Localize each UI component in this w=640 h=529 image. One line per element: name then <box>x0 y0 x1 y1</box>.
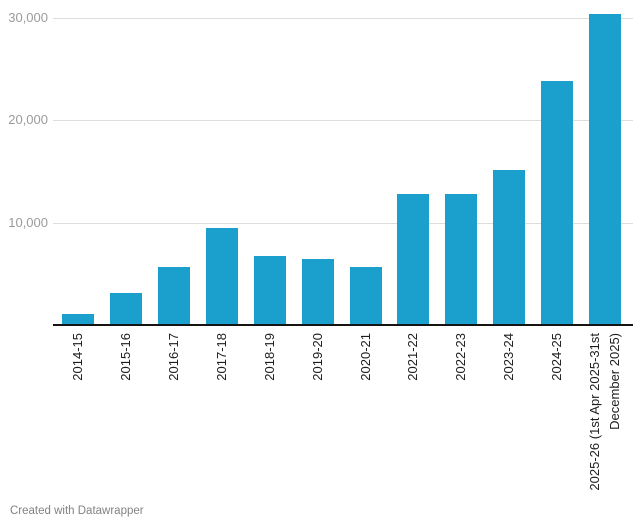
bar-4[interactable] <box>253 256 286 325</box>
bar-6[interactable] <box>349 266 382 325</box>
gridline-10000 <box>53 222 633 224</box>
bar-3[interactable] <box>205 227 238 325</box>
bar-5[interactable] <box>301 258 334 325</box>
x-tick-label: 2014-15 <box>70 333 86 381</box>
gridline-30000 <box>53 17 633 19</box>
bar-8[interactable] <box>445 193 478 325</box>
bar-2[interactable] <box>158 266 190 325</box>
bar-7[interactable] <box>397 194 430 325</box>
bar-1[interactable] <box>110 293 143 325</box>
x-tick-label: 2024-25 <box>548 333 564 381</box>
x-tick-label: 2020-21 <box>357 333 373 381</box>
x-tick-label: 2022-23 <box>453 333 469 381</box>
datawrapper-credit[interactable]: Created with Datawrapper <box>10 505 144 517</box>
x-tick-label: 2017-18 <box>213 333 229 381</box>
y-tick-label: 20,000 <box>8 112 48 127</box>
x-axis-line <box>53 324 633 326</box>
x-tick-label: 2015-16 <box>118 333 134 381</box>
y-tick-label: 30,000 <box>8 9 48 25</box>
x-tick-label: 2016-17 <box>166 333 181 381</box>
bar-11[interactable] <box>588 14 621 325</box>
x-tick-label: 2019-20 <box>309 333 325 381</box>
x-tick-label: 2018-19 <box>261 333 277 381</box>
x-tick-label: 2025-26 (1st Apr 2025-31st December 2025… <box>586 333 622 491</box>
bar-10[interactable] <box>540 81 573 325</box>
gridline-20000 <box>53 120 633 121</box>
y-tick-label: 10,000 <box>8 214 48 230</box>
x-tick-label: 2023-24 <box>501 333 516 381</box>
x-tick-label: 2021-22 <box>405 333 421 381</box>
bar-9[interactable] <box>493 170 525 325</box>
bar-0[interactable] <box>62 313 95 325</box>
